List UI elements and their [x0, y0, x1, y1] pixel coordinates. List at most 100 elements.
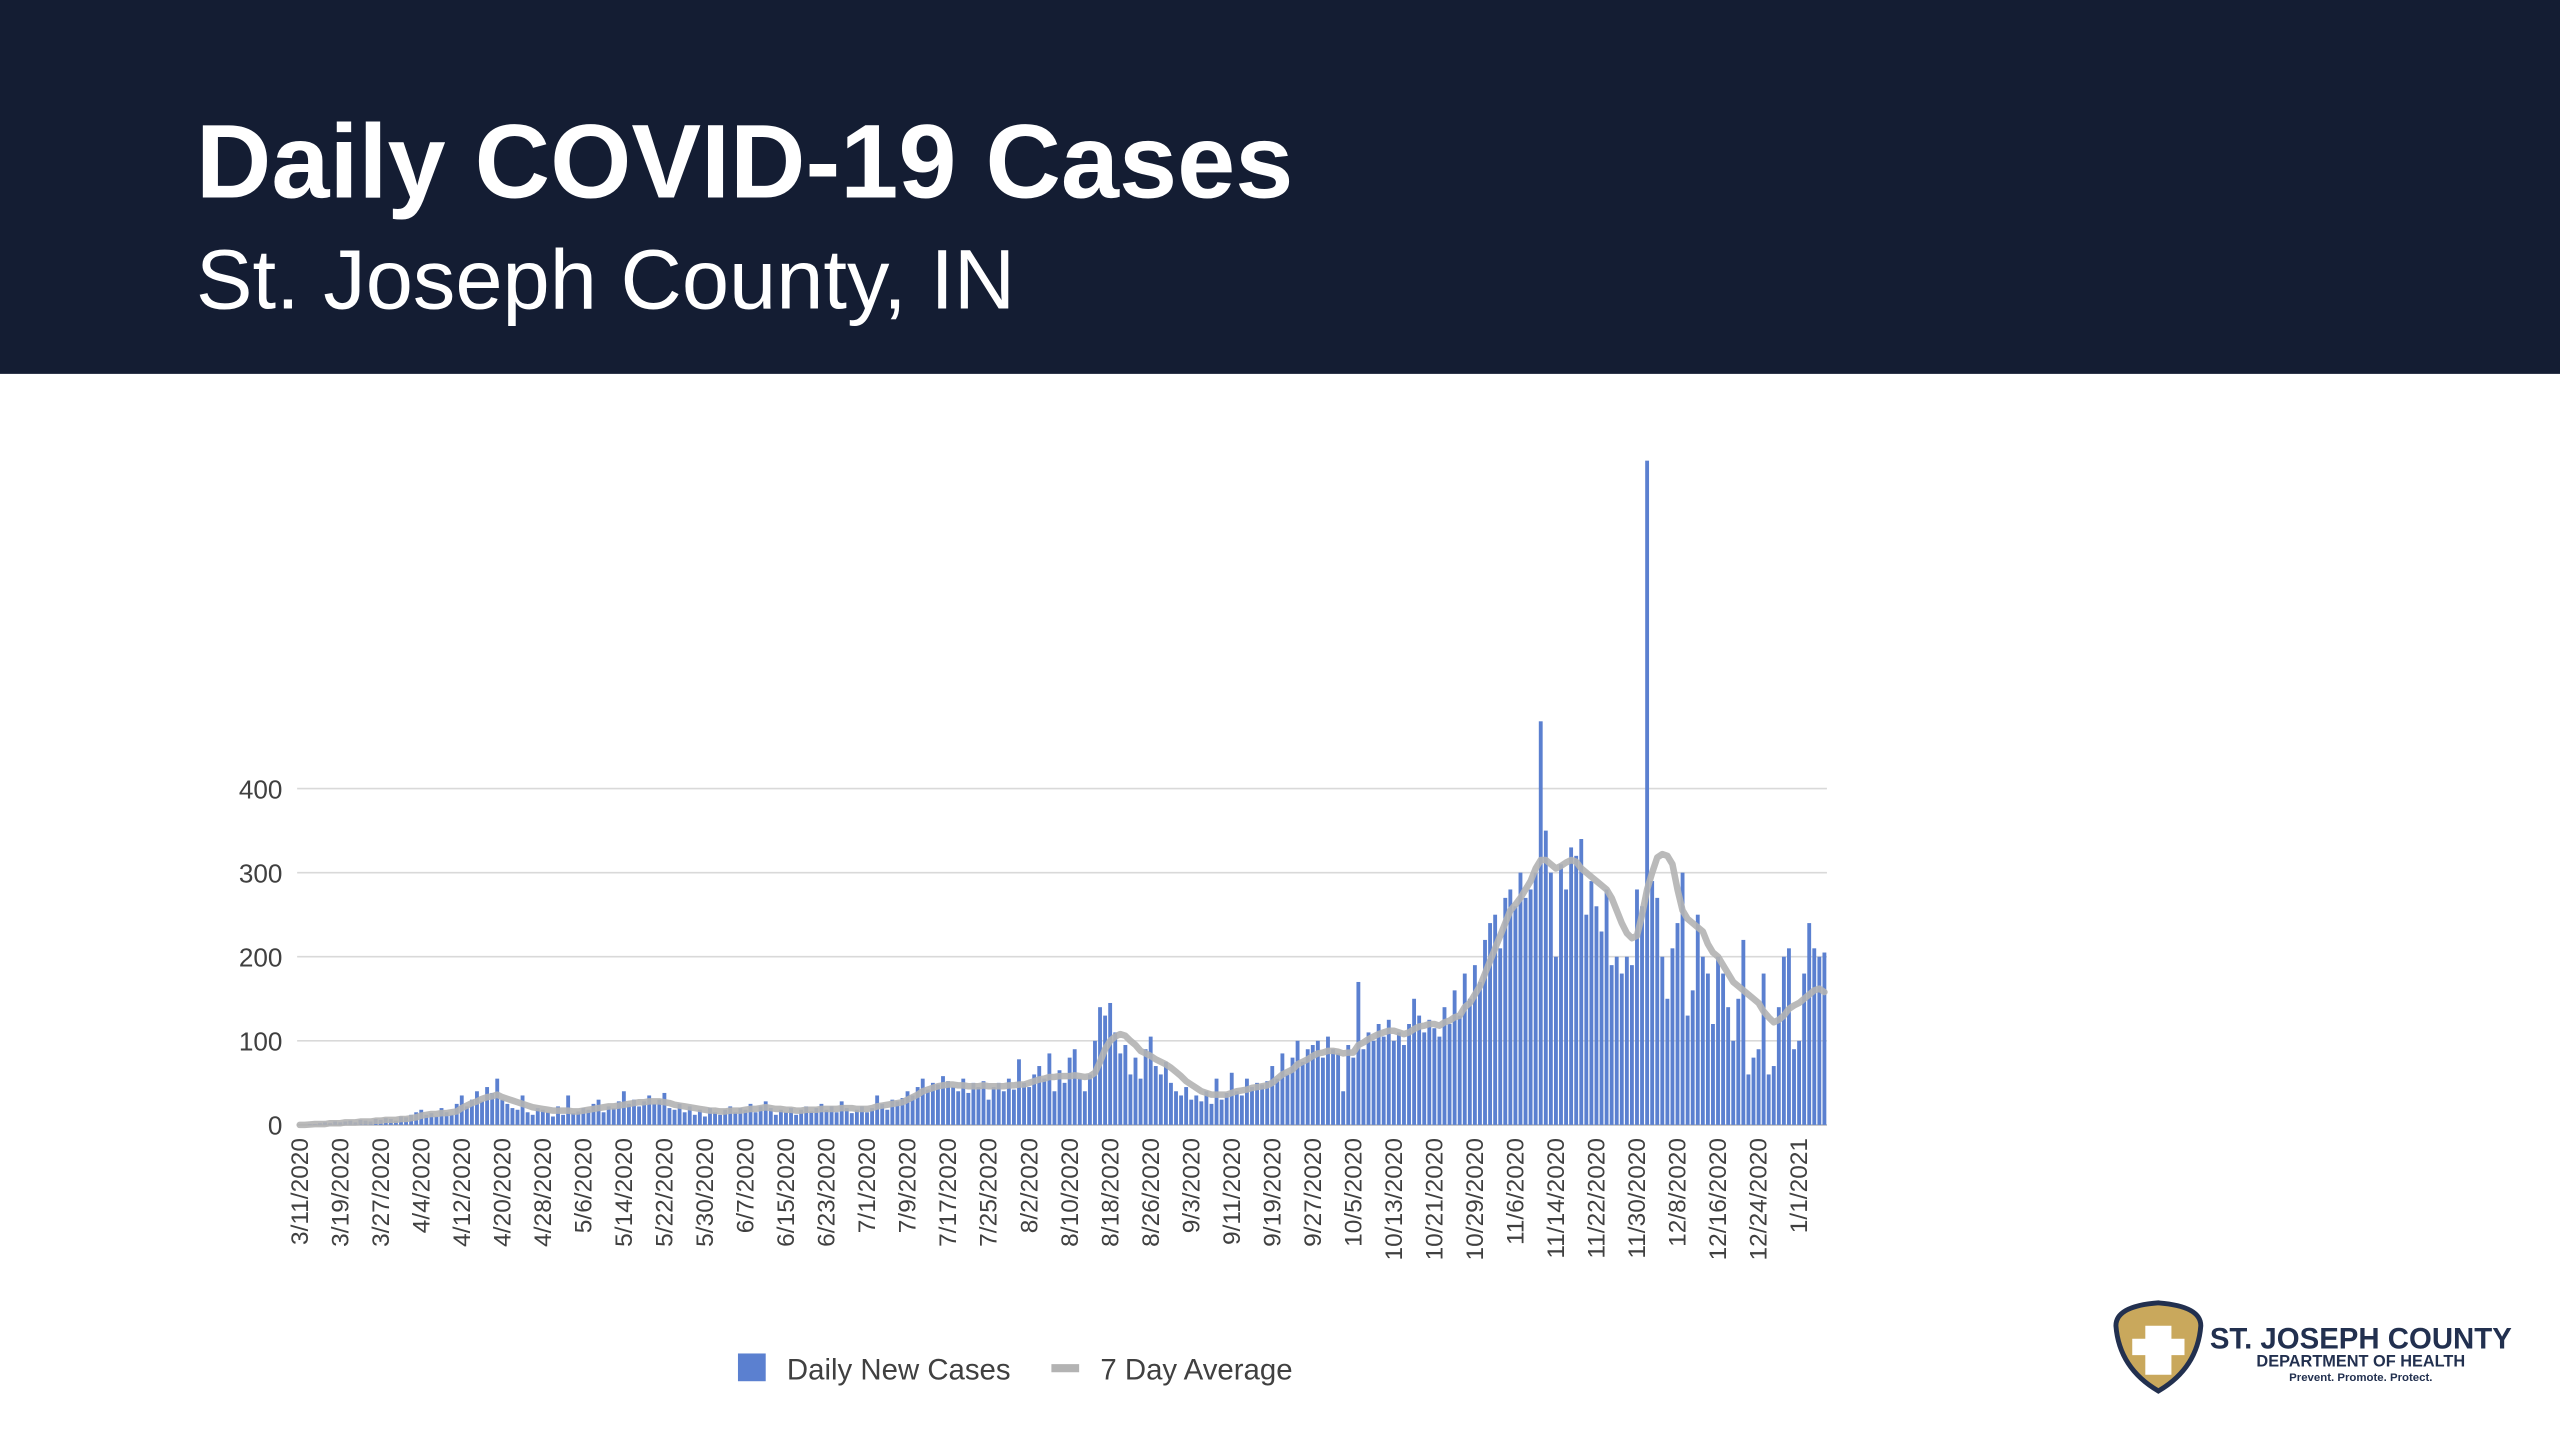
bar — [1457, 1015, 1462, 1125]
bar — [1017, 1059, 1021, 1125]
logo-cross — [2132, 1325, 2185, 1375]
bar — [1624, 956, 1629, 1125]
bar — [1305, 1049, 1310, 1125]
bar — [1442, 1007, 1447, 1125]
bar — [1736, 998, 1741, 1125]
bar — [991, 1087, 996, 1125]
bar — [1711, 1024, 1715, 1125]
bar — [1047, 1053, 1052, 1125]
bar — [1781, 956, 1786, 1125]
bar — [1559, 864, 1563, 1125]
bar — [844, 1108, 849, 1125]
bar — [1705, 973, 1710, 1125]
bar — [647, 1095, 652, 1125]
x-tick-label: 5/14/2020 — [611, 1138, 638, 1247]
bar — [1189, 1099, 1194, 1125]
bar — [1356, 981, 1361, 1125]
x-tick-label: 4/28/2020 — [530, 1138, 557, 1247]
x-tick-label: 10/29/2020 — [1462, 1138, 1489, 1260]
bar — [1194, 1095, 1199, 1125]
x-tick-label: 11/6/2020 — [1503, 1138, 1530, 1245]
bar — [1163, 1061, 1168, 1125]
x-tick-label: 4/4/2020 — [408, 1138, 435, 1233]
bar — [1543, 830, 1548, 1125]
bar — [1113, 1032, 1118, 1125]
bar — [971, 1082, 976, 1125]
bar — [535, 1108, 540, 1125]
bar — [956, 1091, 961, 1125]
bar — [809, 1111, 814, 1125]
bar — [890, 1099, 895, 1125]
bar — [1609, 965, 1614, 1125]
bar — [966, 1092, 971, 1125]
bar — [1067, 1057, 1072, 1125]
bar — [1077, 1078, 1082, 1125]
bar — [1787, 948, 1791, 1125]
bar — [713, 1112, 717, 1125]
bar — [667, 1108, 672, 1125]
bar — [1548, 872, 1553, 1125]
bar — [1812, 948, 1817, 1125]
bar — [1250, 1087, 1254, 1125]
bar — [464, 1106, 469, 1125]
bar — [424, 1114, 429, 1125]
x-tick-label: 8/10/2020 — [1057, 1138, 1084, 1247]
bar — [885, 1109, 890, 1125]
bar — [1229, 1072, 1234, 1125]
bar — [1766, 1074, 1771, 1125]
x-tick-label: 10/5/2020 — [1340, 1138, 1367, 1247]
bar — [1619, 973, 1624, 1125]
bar — [1472, 965, 1477, 1125]
bar — [748, 1103, 753, 1125]
bar — [1640, 906, 1644, 1125]
bar — [870, 1108, 875, 1125]
bar — [677, 1103, 682, 1125]
bar — [469, 1099, 474, 1125]
bar — [1422, 1032, 1427, 1125]
bar — [545, 1112, 550, 1125]
bar — [1645, 460, 1650, 1125]
bar — [1052, 1091, 1057, 1125]
bar — [1169, 1082, 1173, 1125]
bar — [657, 1099, 662, 1125]
bar — [1660, 956, 1665, 1125]
bar — [1310, 1045, 1315, 1125]
bar — [728, 1106, 733, 1125]
bar — [733, 1112, 738, 1125]
bar — [996, 1082, 1001, 1125]
bar — [1574, 855, 1579, 1125]
bar — [1174, 1091, 1178, 1125]
bar — [611, 1108, 616, 1125]
bar — [1751, 1057, 1756, 1125]
bar — [753, 1112, 758, 1125]
bar — [500, 1099, 505, 1125]
bar — [687, 1106, 692, 1125]
bar — [1412, 998, 1417, 1125]
bar — [1320, 1057, 1325, 1125]
bar — [1032, 1074, 1037, 1125]
bar — [692, 1114, 697, 1125]
bar — [1128, 1074, 1133, 1125]
bar — [1219, 1099, 1224, 1125]
bar — [510, 1108, 515, 1125]
x-tick-label: 12/24/2020 — [1746, 1138, 1773, 1260]
bar — [1665, 998, 1670, 1125]
bar — [1361, 1049, 1366, 1125]
bar — [1726, 1007, 1731, 1125]
slide-title: Daily COVID-19 Cases — [196, 104, 1293, 221]
x-tick-label: 11/22/2020 — [1584, 1138, 1611, 1259]
slide-subtitle: St. Joseph County, IN — [196, 232, 1015, 327]
bar — [1488, 923, 1493, 1125]
bar — [1508, 889, 1513, 1125]
x-tick-label: 9/19/2020 — [1259, 1138, 1286, 1247]
bar — [1346, 1045, 1351, 1125]
bar — [1158, 1074, 1163, 1125]
x-tick-label: 5/6/2020 — [571, 1138, 598, 1233]
bar — [495, 1078, 500, 1125]
bar — [1224, 1092, 1229, 1125]
bar — [1513, 906, 1518, 1125]
y-tick-label: 100 — [239, 1027, 283, 1057]
bar — [895, 1101, 900, 1125]
bar — [586, 1109, 591, 1125]
